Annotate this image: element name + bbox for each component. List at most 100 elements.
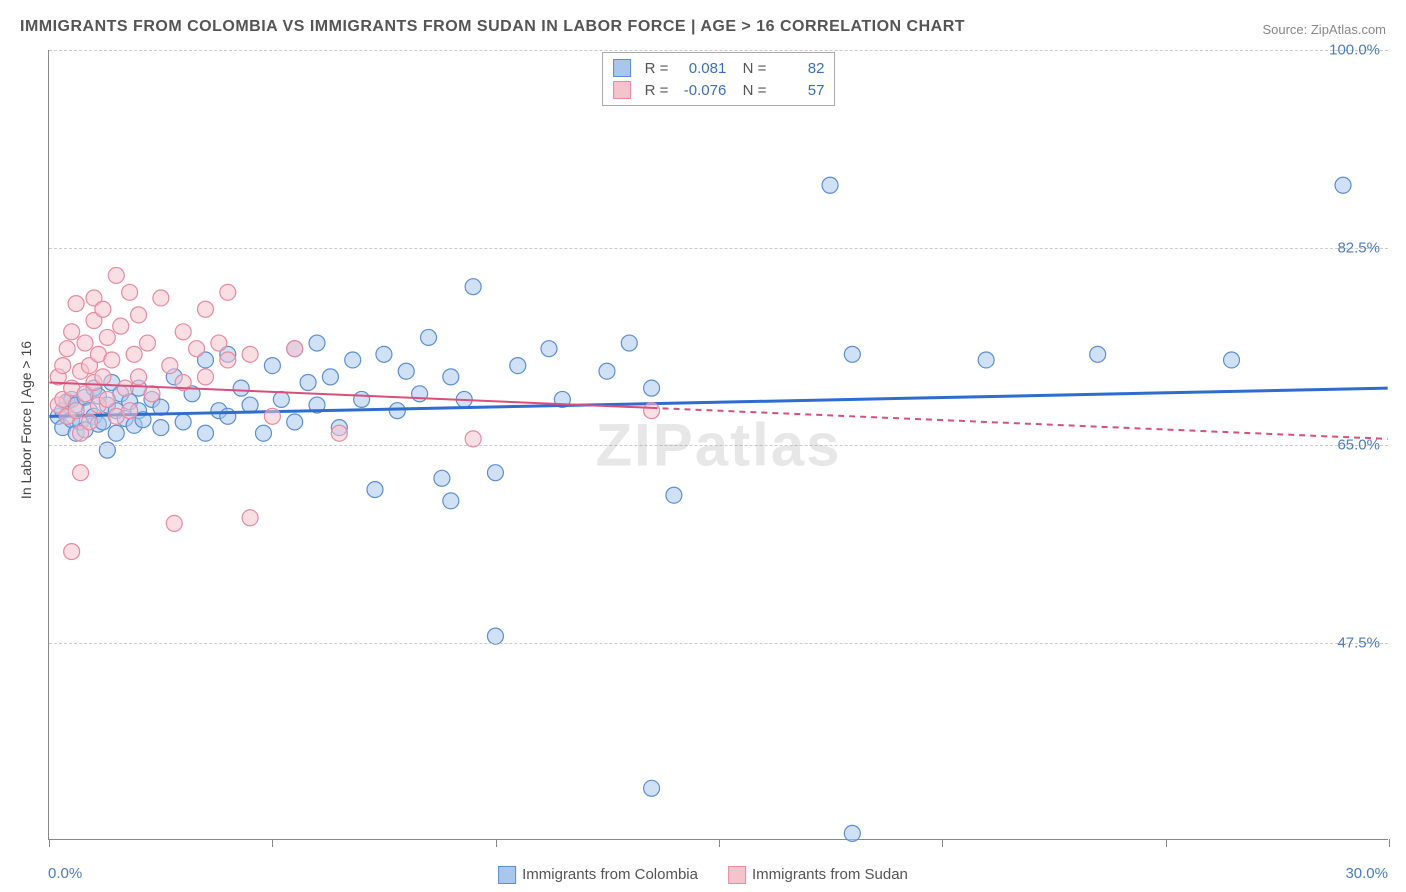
- data-point: [510, 358, 526, 374]
- data-point: [233, 380, 249, 396]
- legend-row-sudan: R = -0.076 N = 57: [613, 79, 825, 101]
- data-point: [287, 341, 303, 357]
- data-point: [99, 329, 115, 345]
- data-point: [99, 391, 115, 407]
- source-label: Source: ZipAtlas.com: [1262, 22, 1386, 37]
- data-point: [1224, 352, 1240, 368]
- data-point: [389, 403, 405, 419]
- data-point: [345, 352, 361, 368]
- data-point: [189, 341, 205, 357]
- legend-label: Immigrants from Sudan: [752, 866, 908, 883]
- data-point: [108, 425, 124, 441]
- data-point: [412, 386, 428, 402]
- legend-swatch-colombia: [613, 59, 631, 77]
- data-point: [175, 324, 191, 340]
- data-point: [644, 780, 660, 796]
- data-point: [242, 346, 258, 362]
- data-point: [68, 296, 84, 312]
- data-point: [644, 403, 660, 419]
- data-point: [822, 177, 838, 193]
- r-label: R =: [645, 82, 669, 99]
- data-point: [77, 335, 93, 351]
- data-point: [126, 346, 142, 362]
- data-point: [197, 425, 213, 441]
- data-point: [434, 470, 450, 486]
- data-point: [487, 465, 503, 481]
- data-point: [122, 403, 138, 419]
- r-label: R =: [645, 60, 669, 77]
- data-point: [220, 352, 236, 368]
- data-point: [122, 284, 138, 300]
- legend-item: Immigrants from Colombia: [498, 866, 698, 884]
- r-value-colombia: 0.081: [676, 60, 726, 77]
- data-point: [113, 318, 129, 334]
- data-point: [1090, 346, 1106, 362]
- data-point: [322, 369, 338, 385]
- legend-item: Immigrants from Sudan: [728, 866, 908, 884]
- y-tick-label: 100.0%: [1329, 42, 1380, 59]
- y-axis-label: In Labor Force | Age > 16: [18, 341, 34, 499]
- data-point: [376, 346, 392, 362]
- data-point: [978, 352, 994, 368]
- data-point: [95, 301, 111, 317]
- x-min-label: 0.0%: [48, 865, 82, 882]
- grid-line: [49, 50, 1388, 51]
- data-point: [666, 487, 682, 503]
- data-point: [443, 369, 459, 385]
- data-point: [64, 544, 80, 560]
- trend-line-dashed: [652, 408, 1388, 439]
- data-point: [108, 267, 124, 283]
- legend-swatch: [498, 866, 516, 884]
- data-point: [131, 307, 147, 323]
- x-tick: [719, 839, 720, 847]
- data-point: [398, 363, 414, 379]
- legend-swatch: [728, 866, 746, 884]
- data-point: [82, 414, 98, 430]
- grid-line: [49, 445, 1388, 446]
- legend-row-colombia: R = 0.081 N = 82: [613, 57, 825, 79]
- correlation-legend: R = 0.081 N = 82 R = -0.076 N = 57: [602, 52, 836, 106]
- y-tick-label: 65.0%: [1337, 437, 1380, 454]
- y-tick-label: 82.5%: [1337, 239, 1380, 256]
- data-point: [465, 279, 481, 295]
- data-point: [144, 386, 160, 402]
- data-point: [175, 414, 191, 430]
- data-point: [844, 825, 860, 841]
- data-point: [621, 335, 637, 351]
- data-point: [166, 515, 182, 531]
- data-point: [197, 301, 213, 317]
- data-point: [599, 363, 615, 379]
- data-point: [68, 403, 84, 419]
- data-point: [354, 391, 370, 407]
- data-point: [541, 341, 557, 357]
- data-point: [242, 510, 258, 526]
- y-tick-label: 47.5%: [1337, 634, 1380, 651]
- legend-label: Immigrants from Colombia: [522, 866, 698, 883]
- x-tick: [49, 839, 50, 847]
- grid-line: [49, 643, 1388, 644]
- data-point: [644, 380, 660, 396]
- data-point: [443, 493, 459, 509]
- n-label: N =: [734, 60, 766, 77]
- data-point: [367, 482, 383, 498]
- data-point: [73, 465, 89, 481]
- data-point: [264, 358, 280, 374]
- data-point: [220, 408, 236, 424]
- data-point: [197, 369, 213, 385]
- bottom-legend: Immigrants from Colombia Immigrants from …: [498, 866, 908, 884]
- data-point: [55, 358, 71, 374]
- data-point: [153, 420, 169, 436]
- data-point: [844, 346, 860, 362]
- data-point: [104, 352, 120, 368]
- n-value-sudan: 57: [774, 82, 824, 99]
- x-tick: [942, 839, 943, 847]
- data-point: [131, 369, 147, 385]
- legend-swatch-sudan: [613, 81, 631, 99]
- n-label: N =: [734, 82, 766, 99]
- data-point: [59, 341, 75, 357]
- x-tick: [1166, 839, 1167, 847]
- data-point: [255, 425, 271, 441]
- x-tick: [1389, 839, 1390, 847]
- r-value-sudan: -0.076: [676, 82, 726, 99]
- data-point: [64, 324, 80, 340]
